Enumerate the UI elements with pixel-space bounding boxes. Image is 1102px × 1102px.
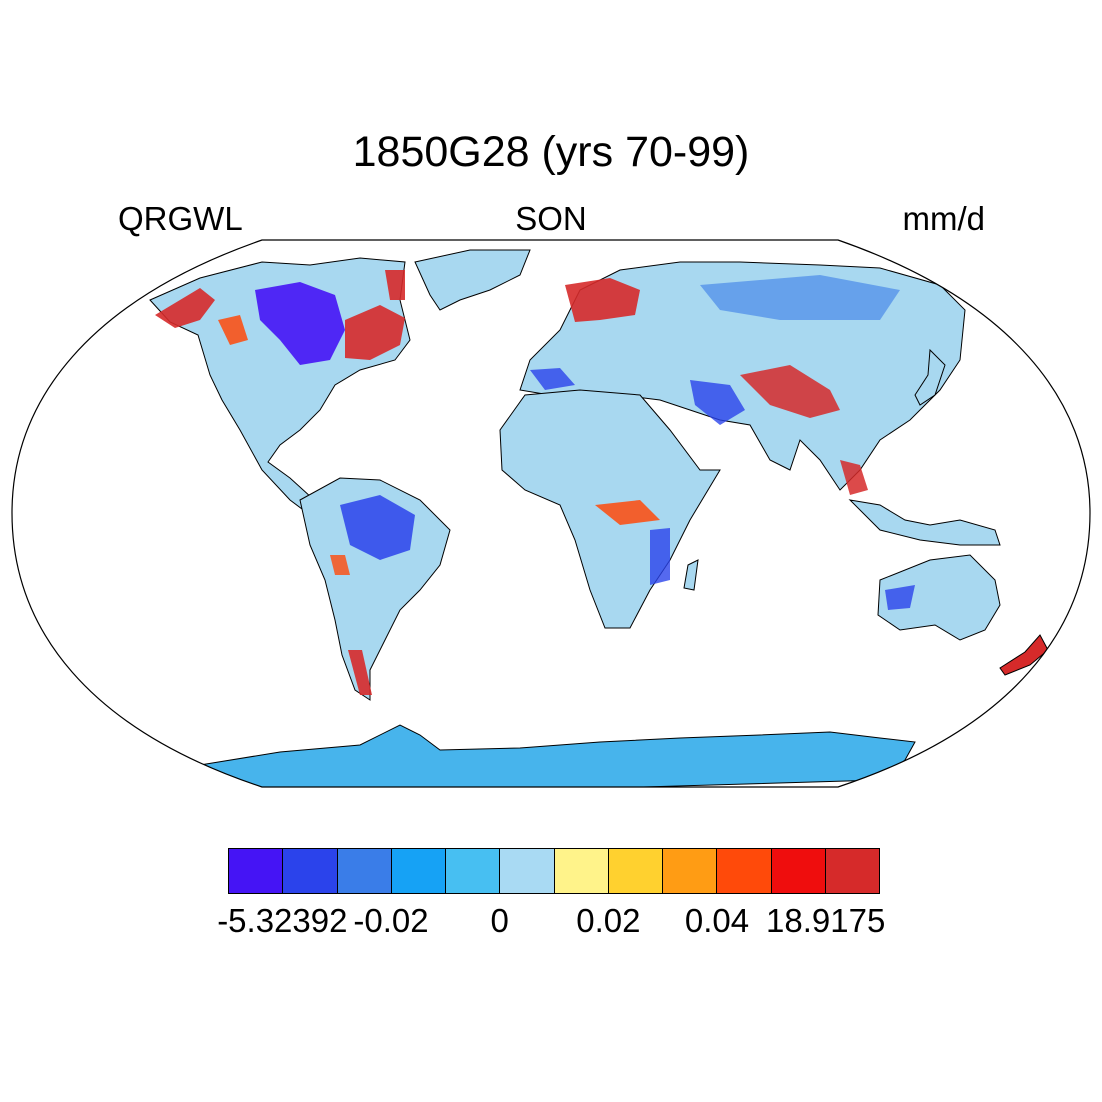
colorbar-swatch-10 [771, 849, 826, 893]
australia [877, 554, 1001, 641]
tibet-patch [740, 365, 840, 418]
east-africa-blue-patch [650, 528, 670, 585]
colorbar-swatch-4 [446, 849, 501, 893]
greenland [414, 249, 531, 311]
mediterranean-patch [530, 368, 575, 390]
colorbar-swatch-3 [391, 849, 446, 893]
colorbar-label-5: 18.9175 [766, 902, 886, 939]
colorbar-label-3: 0.02 [576, 902, 641, 939]
madagascar [683, 559, 699, 591]
colorbar-label-1: -0.02 [353, 902, 429, 939]
colorbar-swatch-9 [717, 849, 772, 893]
amazon-patch [340, 495, 415, 560]
canada-east-patch [345, 305, 405, 360]
map-title: 1850G28 (yrs 70-99) [352, 128, 750, 176]
central-africa-patch [595, 500, 660, 525]
tibet-blue-patch [690, 380, 745, 425]
variable-label: QRGWL [118, 200, 243, 237]
canada-shield-patch [255, 282, 345, 365]
colorbar-swatch-8 [663, 849, 718, 893]
colorbar-swatch-7 [608, 849, 663, 893]
japan [914, 348, 946, 406]
andes-patch [330, 555, 350, 575]
colorbar-swatch-11 [825, 849, 879, 893]
colorbar-swatch-6 [554, 849, 609, 893]
scandinavia-patch [565, 278, 640, 322]
colorbar-label-2: 0 [490, 902, 509, 939]
map-outline [11, 239, 1091, 788]
se-asia-patch [840, 460, 868, 495]
colorbar-swatch-5 [500, 849, 555, 893]
colorbar-swatch-2 [337, 849, 392, 893]
colorbar [228, 848, 880, 894]
rockies-patch [218, 315, 248, 345]
anomaly-patches [155, 270, 915, 695]
colorbar-label-4: 0.04 [684, 902, 750, 939]
south-america [299, 477, 451, 701]
australia-blue-patch [885, 585, 915, 610]
colorbar-swatch-1 [283, 849, 338, 893]
labrador-patch [385, 270, 405, 300]
indonesia [848, 499, 1001, 546]
colorbar-label-0: -5.32392 [217, 902, 348, 939]
colorbar-swatch-0 [229, 849, 284, 893]
units-label: mm/d [902, 200, 986, 237]
siberia-blue-patch [700, 275, 900, 320]
patagonia-patch [348, 650, 372, 695]
season-label: SON [515, 200, 587, 237]
alaska-patch [155, 288, 215, 328]
